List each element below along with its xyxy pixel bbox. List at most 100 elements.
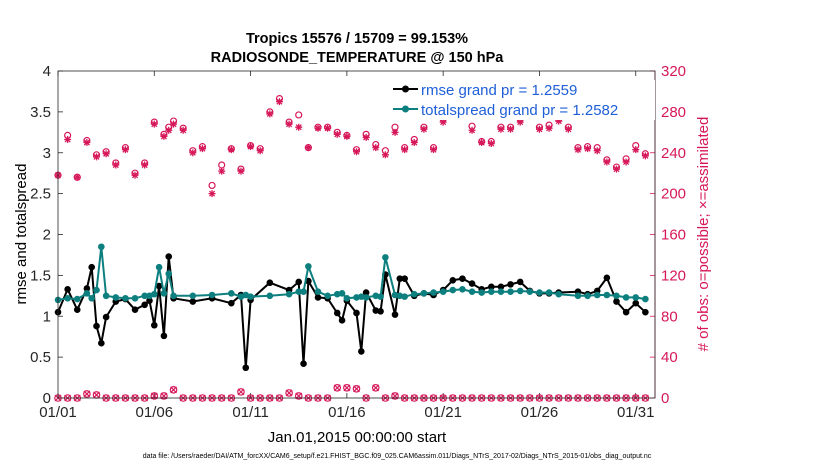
totalspread-point — [343, 294, 351, 302]
obs-assimilated-point — [381, 151, 389, 159]
obs-assimilated-point — [93, 153, 101, 161]
rmse-point — [449, 276, 457, 284]
obs-assimilated-point — [121, 146, 129, 154]
totalspread-point — [208, 291, 216, 299]
obs-assimilated-point — [343, 132, 351, 140]
obs-assimilated-point — [535, 125, 543, 133]
obs-assimilated-point — [584, 145, 592, 153]
obs-rejected-possible-point — [333, 383, 342, 392]
y-right-tick-label: 240 — [661, 145, 686, 162]
obs-assimilated-point — [603, 158, 611, 166]
obs-possible-point — [295, 111, 303, 119]
obs-assimilated-point — [64, 135, 72, 143]
rmse-point — [150, 321, 158, 329]
obs-rejected-possible-point — [352, 385, 361, 393]
obs-assimilated-point — [150, 120, 158, 128]
x-tick-label: 01/21 — [424, 404, 462, 421]
y-left-tick-label: 2 — [43, 227, 51, 244]
chart-subtitle: RADIOSONDE_TEMPERATURE @ 150 hPa — [211, 50, 505, 66]
totalspread-point — [449, 286, 457, 294]
obs-assimilated-point — [478, 139, 486, 147]
totalspread-point — [170, 292, 177, 300]
rmse-point — [353, 309, 360, 317]
obs-assimilated-point — [160, 132, 168, 140]
totalspread-point — [632, 294, 640, 301]
obs-assimilated-point — [83, 139, 91, 147]
totalspread-point — [401, 293, 408, 300]
totalspread-point — [93, 286, 100, 294]
obs-assimilated-point — [179, 126, 187, 134]
totalspread-point — [338, 290, 346, 297]
obs-assimilated-point — [641, 152, 649, 160]
x-tick-label: 01/31 — [617, 404, 655, 421]
y-axis-left-label: rmse and totalspread — [13, 164, 30, 305]
rmse-point — [165, 253, 173, 260]
rmse-point — [83, 285, 91, 292]
obs-assimilated-point — [324, 124, 332, 132]
obs-assimilated-point — [266, 110, 274, 118]
legend-rmse-label: rmse grand pr = 1.2559 — [421, 82, 577, 99]
rmse-point — [300, 360, 307, 367]
totalspread-point — [295, 288, 303, 296]
obs-assimilated-point — [401, 146, 409, 154]
totalspread-point — [228, 290, 235, 297]
rmse-point — [141, 301, 148, 309]
rmse-point — [146, 297, 153, 305]
totalspread-point — [382, 254, 389, 261]
totalspread-point — [497, 288, 505, 296]
y-left-tick-label: 2.5 — [30, 186, 51, 203]
totalspread-point — [593, 291, 601, 299]
obs-assimilated-point — [564, 125, 572, 133]
totalspread-point — [459, 285, 466, 293]
obs-assimilated-point — [112, 161, 120, 169]
rmse-point — [189, 298, 197, 305]
x-tick-label: 01/06 — [136, 404, 174, 421]
obs-assimilated-point — [545, 124, 553, 132]
rmse-point — [73, 306, 81, 314]
obs-assimilated-point — [372, 144, 380, 152]
rmse-point — [98, 339, 105, 347]
obs-assimilated-point — [247, 143, 255, 151]
rmse-point — [497, 283, 505, 291]
rmse-point — [93, 322, 100, 330]
rmse-point — [391, 311, 399, 318]
footer-data-file: data file: /Users/raeder/DAI/ATM_forcXX/… — [143, 453, 652, 460]
totalspread-point — [131, 294, 139, 302]
obs-assimilated-point — [102, 150, 110, 158]
obs-rejected-possible-point — [160, 392, 168, 400]
totalspread-point — [526, 288, 534, 296]
obs-assimilated-point — [208, 190, 216, 198]
rmse-point — [377, 308, 384, 315]
obs-rejected-assimilated-point — [83, 390, 91, 398]
y-left-tick-label: 3.5 — [30, 104, 51, 121]
totalspread-point — [247, 293, 254, 300]
rmse-point — [468, 280, 476, 287]
obs-rejected-possible-point — [391, 392, 399, 400]
rmse-point — [613, 298, 620, 305]
x-tick-label: 01/01 — [39, 404, 77, 421]
rmse-point — [396, 275, 404, 282]
totalspread-point — [122, 294, 129, 302]
y-right-tick-label: 40 — [661, 349, 678, 366]
obs-assimilated-point — [165, 126, 173, 134]
obs-assimilated-point — [574, 146, 582, 154]
obs-assimilated-point — [295, 123, 303, 131]
y-right-tick-label: 160 — [661, 227, 686, 244]
totalspread-point — [300, 288, 307, 296]
rmse-point — [603, 274, 611, 282]
obs-assimilated-point — [333, 130, 341, 138]
x-axis-label: Jan.01,2015 00:00:00 start — [268, 429, 447, 446]
x-tick-label: 01/26 — [521, 404, 559, 421]
totalspread-point — [102, 292, 110, 300]
totalspread-point — [468, 288, 476, 296]
obs-rejected-assimilated-point — [285, 389, 293, 397]
y-right-tick-label: 80 — [661, 308, 678, 325]
totalspread-point — [324, 292, 331, 300]
totalspread-point — [478, 289, 485, 296]
obs-rejected-assimilated-point — [372, 384, 380, 392]
totalspread-point — [430, 289, 437, 296]
totalspread-point — [507, 288, 514, 296]
totalspread-point — [516, 287, 524, 295]
legend-spread-marker — [402, 105, 409, 113]
